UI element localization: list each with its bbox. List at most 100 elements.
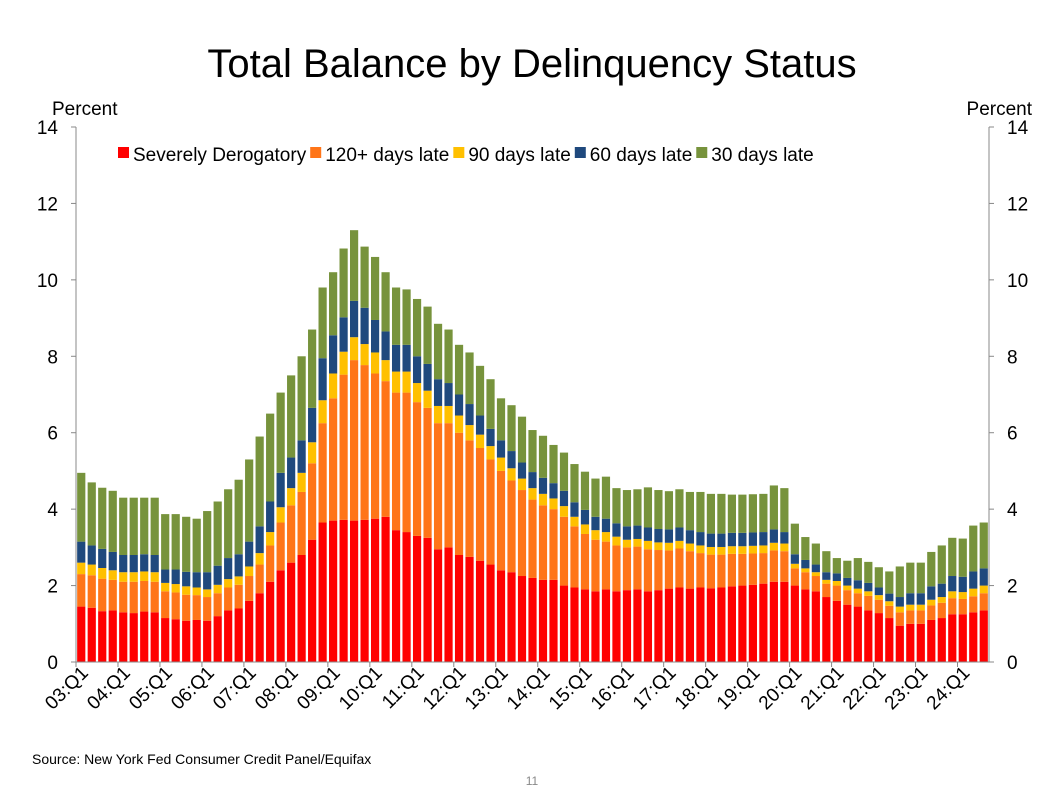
bar-segment-18-Q3-s1 xyxy=(727,553,736,587)
bar-segment-06-Q2-s3 xyxy=(213,565,222,585)
bar-segment-04-Q4-s4 xyxy=(150,497,159,555)
y-tick-label-right: 4 xyxy=(1007,500,1018,521)
bar-segment-16-Q2-s2 xyxy=(633,538,642,547)
y-tick-label-left: 14 xyxy=(37,118,59,139)
bar-segment-18-Q4-s3 xyxy=(738,532,747,547)
bar-segment-04-Q3-s3 xyxy=(140,554,149,572)
bar-segment-21-Q1-s3 xyxy=(832,573,841,581)
bar-segment-10-Q1-s1 xyxy=(370,373,380,519)
bar-segment-21-Q2-s0 xyxy=(843,604,852,662)
bar-segment-07-Q1-s0 xyxy=(245,600,254,662)
bar-segment-08-Q1-s1 xyxy=(287,505,296,563)
bar-segment-23-Q3-s4 xyxy=(937,545,946,584)
bar-segment-11-Q3-s2 xyxy=(433,405,443,424)
bar-segment-24-Q1-s1 xyxy=(958,598,967,615)
bar-segment-07-Q4-s1 xyxy=(276,522,285,571)
x-tick-label: 09:Q1 xyxy=(293,663,344,714)
bar-segment-12-Q1-s0 xyxy=(454,555,464,662)
bar-segment-14-Q4-s2 xyxy=(570,516,579,527)
bar-segment-22-Q4-s4 xyxy=(906,562,915,594)
bar-segment-13-Q3-s0 xyxy=(517,576,527,662)
bar-segment-06-Q3-s0 xyxy=(224,610,233,662)
bar-segment-18-Q4-s0 xyxy=(738,585,747,662)
bar-segment-04-Q3-s4 xyxy=(140,497,149,555)
bar-segment-18-Q2-s1 xyxy=(717,554,726,588)
bar-segment-13-Q4-s0 xyxy=(528,577,537,662)
bar-segment-17-Q4-s0 xyxy=(696,587,705,662)
bar-segment-11-Q2-s0 xyxy=(423,537,432,662)
x-tick-label: 17:Q1 xyxy=(629,663,680,714)
bar-segment-17-Q4-s1 xyxy=(696,553,705,588)
bar-segment-22-Q3-s4 xyxy=(895,566,904,598)
bar-segment-17-Q3-s3 xyxy=(685,530,695,544)
bar-segment-12-Q3-s2 xyxy=(475,434,485,449)
bar-segment-17-Q1-s4 xyxy=(664,491,674,530)
bar-segment-22-Q2-s3 xyxy=(885,593,894,602)
bar-segment-08-Q3-s2 xyxy=(308,442,317,464)
bar-segment-21-Q3-s4 xyxy=(853,558,862,581)
x-tick-label: 11:Q1 xyxy=(378,663,428,713)
legend-label-1: 120+ days late xyxy=(325,145,449,166)
bar-segment-07-Q4-s4 xyxy=(276,392,285,473)
bar-segment-15-Q1-s1 xyxy=(580,533,590,590)
bar-segment-11-Q3-s1 xyxy=(433,423,443,550)
bar-segment-05-Q4-s1 xyxy=(192,595,201,620)
bar-segment-03-Q3-s0 xyxy=(98,611,107,662)
bar-segment-07-Q1-s2 xyxy=(245,566,254,577)
bar-segment-16-Q3-s4 xyxy=(643,487,653,528)
bar-segment-16-Q4-s0 xyxy=(654,590,663,662)
bar-segment-24-Q1-s2 xyxy=(958,592,967,599)
bar-segment-24-Q3-s2 xyxy=(979,585,988,594)
bar-segment-24-Q3-s0 xyxy=(979,610,988,662)
bar-segment-20-Q2-s0 xyxy=(801,589,810,662)
bar-segment-14-Q4-s4 xyxy=(570,464,579,503)
bar-segment-06-Q1-s3 xyxy=(203,572,212,590)
bar-segment-19-Q1-s2 xyxy=(748,545,757,554)
bar-segment-18-Q2-s4 xyxy=(717,493,726,534)
bar-segment-06-Q2-s0 xyxy=(213,616,222,662)
bar-segment-14-Q3-s4 xyxy=(559,452,569,491)
bar-segment-24-Q3-s3 xyxy=(979,568,988,586)
bar-segment-17-Q2-s0 xyxy=(675,587,684,662)
bar-segment-11-Q2-s4 xyxy=(423,306,432,364)
bar-segment-15-Q1-s4 xyxy=(580,471,590,510)
bar-segment-17-Q3-s4 xyxy=(685,491,695,531)
legend-label-0: Severely Derogatory xyxy=(133,145,307,166)
bar-segment-05-Q1-s1 xyxy=(161,591,170,619)
bar-segment-15-Q4-s4 xyxy=(612,488,621,524)
bar-segment-16-Q3-s0 xyxy=(643,591,653,662)
bar-segment-12-Q3-s0 xyxy=(475,560,485,662)
bar-segment-09-Q4-s0 xyxy=(360,519,369,662)
bar-segment-17-Q1-s2 xyxy=(664,542,674,551)
y-tick-label-left: 0 xyxy=(47,653,58,674)
bar-segment-04-Q2-s4 xyxy=(129,497,138,555)
bar-segment-09-Q3-s1 xyxy=(350,360,359,521)
bar-segment-03-Q3-s1 xyxy=(98,578,107,612)
bar-segment-17-Q4-s2 xyxy=(696,545,705,554)
bar-segment-11-Q1-s0 xyxy=(412,535,422,662)
bar-segment-18-Q4-s2 xyxy=(738,546,747,554)
bar-segment-22-Q1-s3 xyxy=(874,587,883,596)
bar-segment-16-Q2-s3 xyxy=(633,525,642,539)
bar-segment-10-Q1-s4 xyxy=(370,256,380,320)
bar-segment-12-Q4-s3 xyxy=(486,428,495,447)
bar-segment-15-Q2-s4 xyxy=(591,478,600,517)
bar-segment-21-Q4-s0 xyxy=(864,610,873,662)
bar-segment-17-Q3-s0 xyxy=(685,588,695,662)
bar-segment-14-Q2-s4 xyxy=(549,444,558,484)
bar-segment-16-Q2-s0 xyxy=(633,589,642,662)
bar-segment-19-Q1-s1 xyxy=(748,553,757,585)
bar-segment-17-Q1-s1 xyxy=(664,550,674,589)
bar-segment-08-Q3-s4 xyxy=(308,329,317,408)
bar-segment-20-Q3-s2 xyxy=(811,572,820,577)
bar-segment-07-Q4-s3 xyxy=(276,472,285,508)
bar-segment-13-Q4-s3 xyxy=(528,472,537,489)
legend: Severely Derogatory 120+ days late 90 days… xyxy=(118,145,814,166)
bar-segment-08-Q2-s4 xyxy=(297,356,306,441)
bar-segment-16-Q2-s1 xyxy=(633,546,642,590)
bar-segment-11-Q3-s3 xyxy=(433,379,443,406)
bar-segment-04-Q4-s0 xyxy=(150,612,159,662)
bar-segment-10-Q4-s2 xyxy=(402,371,411,393)
bar-segment-05-Q4-s4 xyxy=(192,518,201,573)
bar-segment-13-Q2-s4 xyxy=(507,405,516,452)
